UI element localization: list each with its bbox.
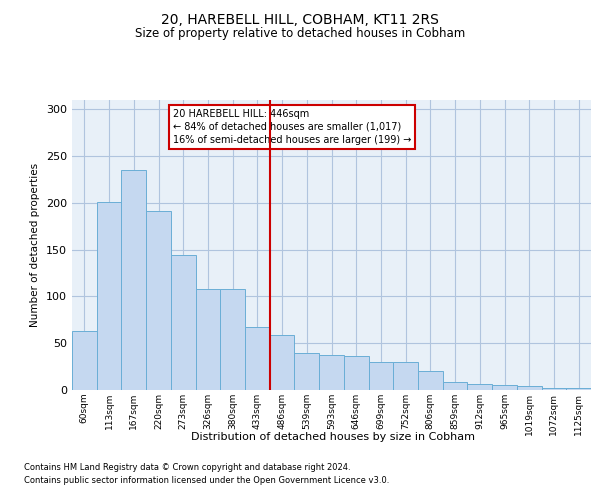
Bar bbox=[220, 289, 245, 390]
Bar bbox=[566, 388, 591, 390]
Text: Contains public sector information licensed under the Open Government Licence v3: Contains public sector information licen… bbox=[24, 476, 389, 485]
Text: 20 HAREBELL HILL: 446sqm
← 84% of detached houses are smaller (1,017)
16% of sem: 20 HAREBELL HILL: 446sqm ← 84% of detach… bbox=[173, 108, 412, 145]
Text: Contains HM Land Registry data © Crown copyright and database right 2024.: Contains HM Land Registry data © Crown c… bbox=[24, 464, 350, 472]
Bar bbox=[319, 356, 344, 390]
Bar bbox=[171, 256, 196, 390]
Text: Size of property relative to detached houses in Cobham: Size of property relative to detached ho… bbox=[135, 28, 465, 40]
Bar bbox=[542, 388, 566, 390]
Bar bbox=[393, 362, 418, 390]
Bar bbox=[121, 170, 146, 390]
Bar bbox=[146, 212, 171, 390]
Bar bbox=[443, 382, 467, 390]
Bar bbox=[344, 356, 368, 390]
Bar bbox=[97, 202, 121, 390]
Bar bbox=[196, 289, 220, 390]
Bar bbox=[72, 331, 97, 390]
Text: 20, HAREBELL HILL, COBHAM, KT11 2RS: 20, HAREBELL HILL, COBHAM, KT11 2RS bbox=[161, 12, 439, 26]
Bar bbox=[467, 384, 492, 390]
Bar bbox=[245, 328, 270, 390]
Text: Distribution of detached houses by size in Cobham: Distribution of detached houses by size … bbox=[191, 432, 475, 442]
Bar bbox=[492, 386, 517, 390]
Y-axis label: Number of detached properties: Number of detached properties bbox=[31, 163, 40, 327]
Bar bbox=[368, 362, 393, 390]
Bar bbox=[517, 386, 542, 390]
Bar bbox=[295, 352, 319, 390]
Bar bbox=[270, 335, 295, 390]
Bar bbox=[418, 372, 443, 390]
